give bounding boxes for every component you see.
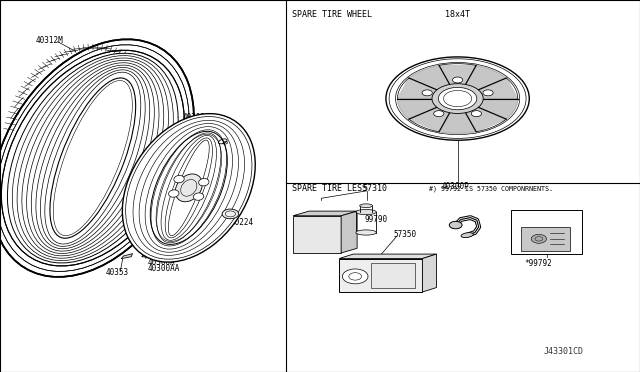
Ellipse shape	[356, 209, 376, 215]
Polygon shape	[293, 211, 357, 216]
Polygon shape	[341, 211, 357, 253]
Text: 40300AA: 40300AA	[147, 264, 180, 273]
Ellipse shape	[8, 54, 178, 262]
Ellipse shape	[198, 179, 209, 186]
Circle shape	[471, 110, 481, 116]
Text: J43301CD: J43301CD	[543, 347, 583, 356]
Circle shape	[222, 209, 239, 219]
Circle shape	[449, 221, 462, 229]
Ellipse shape	[122, 113, 255, 262]
Ellipse shape	[42, 99, 143, 217]
Polygon shape	[409, 65, 458, 99]
Circle shape	[452, 77, 463, 83]
Text: 99790: 99790	[365, 215, 388, 224]
Text: 18x4T: 18x4T	[445, 10, 470, 19]
Polygon shape	[439, 99, 476, 134]
Ellipse shape	[174, 176, 184, 183]
Polygon shape	[339, 259, 422, 292]
Polygon shape	[463, 105, 506, 132]
Polygon shape	[293, 216, 341, 253]
Text: 40312M: 40312M	[35, 36, 63, 45]
Text: 40353: 40353	[106, 268, 129, 277]
Circle shape	[483, 90, 493, 96]
Text: 40300A: 40300A	[147, 258, 175, 267]
Polygon shape	[397, 78, 442, 99]
Circle shape	[422, 90, 432, 96]
Polygon shape	[409, 105, 452, 132]
Text: #) 99792 IS 57350 COMPONRNENTS.: #) 99792 IS 57350 COMPONRNENTS.	[429, 186, 553, 192]
Polygon shape	[142, 252, 150, 257]
Text: 57310: 57310	[362, 185, 387, 193]
Circle shape	[531, 234, 547, 243]
Circle shape	[386, 57, 529, 140]
Polygon shape	[458, 65, 506, 99]
Polygon shape	[458, 99, 518, 119]
FancyBboxPatch shape	[371, 263, 415, 288]
Text: 40300P: 40300P	[165, 128, 193, 137]
Circle shape	[432, 84, 483, 113]
Text: SPARE TIRE LESS: SPARE TIRE LESS	[292, 185, 367, 193]
Ellipse shape	[461, 232, 474, 238]
Text: 57350: 57350	[394, 230, 417, 239]
Text: 40311: 40311	[182, 113, 205, 122]
Text: SALE: SALE	[538, 220, 555, 226]
Circle shape	[342, 269, 368, 284]
Ellipse shape	[175, 174, 202, 202]
Text: 40224: 40224	[230, 218, 253, 227]
Circle shape	[438, 87, 477, 110]
Ellipse shape	[168, 190, 179, 197]
Text: NOT FOR: NOT FOR	[532, 215, 561, 221]
Text: 40300P: 40300P	[442, 182, 469, 191]
Polygon shape	[439, 65, 476, 88]
Text: *99792: *99792	[525, 259, 552, 267]
Polygon shape	[473, 78, 518, 99]
Circle shape	[434, 110, 444, 116]
Ellipse shape	[193, 193, 204, 200]
Text: SPARE TIRE WHEEL: SPARE TIRE WHEEL	[292, 10, 372, 19]
Polygon shape	[397, 99, 458, 119]
Ellipse shape	[360, 204, 372, 208]
Polygon shape	[122, 254, 132, 259]
FancyBboxPatch shape	[511, 210, 582, 254]
Polygon shape	[339, 254, 436, 259]
Ellipse shape	[356, 230, 376, 235]
Polygon shape	[422, 254, 436, 292]
FancyBboxPatch shape	[521, 227, 570, 251]
